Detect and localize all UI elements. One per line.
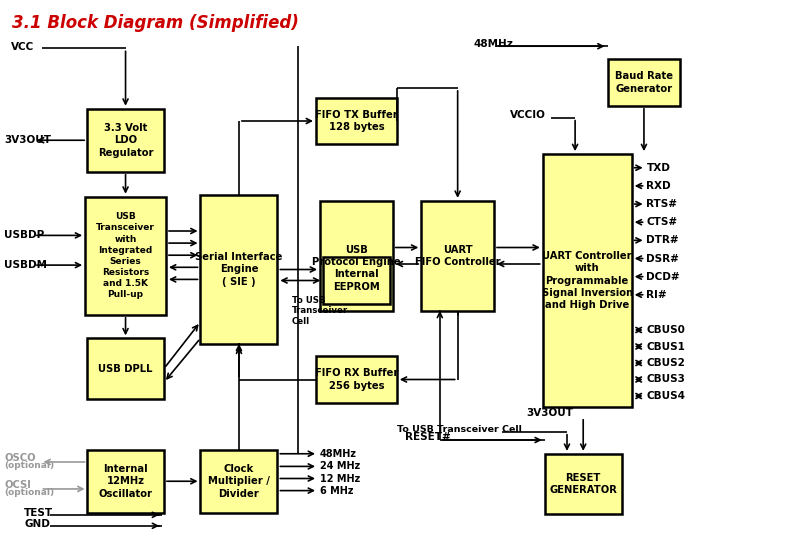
Text: CBUS1: CBUS1 [646,342,685,351]
FancyBboxPatch shape [201,195,277,344]
Text: DTR#: DTR# [646,235,679,245]
Text: CBUS2: CBUS2 [646,358,685,368]
Text: OSCO: OSCO [4,453,36,463]
Text: 48MHz: 48MHz [319,449,356,459]
Text: FIFO TX Buffer
128 bytes: FIFO TX Buffer 128 bytes [315,110,398,132]
FancyBboxPatch shape [421,201,494,311]
Text: UART Controller
with
Programmable
Signal Inversion
and High Drive: UART Controller with Programmable Signal… [542,251,633,310]
Text: 3V3OUT: 3V3OUT [4,135,51,145]
FancyBboxPatch shape [87,109,164,172]
Text: USB
Transceiver
with
Integrated
Series
Resistors
and 1.5K
Pull-up: USB Transceiver with Integrated Series R… [96,212,155,299]
Text: RESET#: RESET# [405,432,450,442]
Text: 3V3OUT: 3V3OUT [526,408,573,417]
Text: RI#: RI# [646,290,667,300]
Text: GND: GND [24,519,50,529]
Text: VCCIO: VCCIO [510,111,546,120]
Text: CBUS0: CBUS0 [646,325,685,335]
Text: RXD: RXD [646,181,671,191]
Text: Baud Rate
Generator: Baud Rate Generator [615,72,673,94]
Text: 48MHz: 48MHz [474,39,514,49]
FancyBboxPatch shape [316,356,397,403]
Text: USB DPLL: USB DPLL [98,364,153,373]
Text: 3.3 Volt
LDO
Regulator: 3.3 Volt LDO Regulator [98,123,153,158]
Text: VCC: VCC [11,42,34,52]
FancyBboxPatch shape [85,196,166,315]
Text: USB
Protocol Engine: USB Protocol Engine [312,245,401,267]
FancyBboxPatch shape [201,450,277,513]
Text: USBDM: USBDM [4,260,47,270]
Text: CTS#: CTS# [646,217,677,227]
Text: Internal
12MHz
Oscillator: Internal 12MHz Oscillator [99,464,152,499]
Text: 12 MHz: 12 MHz [319,474,360,483]
Text: To USB
Transceiver
Cell: To USB Transceiver Cell [292,296,347,326]
FancyBboxPatch shape [543,154,632,407]
Text: RESET
GENERATOR: RESET GENERATOR [549,473,617,495]
Text: To USB Transceiver Cell: To USB Transceiver Cell [397,425,522,433]
Text: DCD#: DCD# [646,272,680,282]
FancyBboxPatch shape [323,257,390,304]
Text: 24 MHz: 24 MHz [319,461,360,471]
Text: (optional): (optional) [4,488,54,497]
FancyBboxPatch shape [316,98,397,144]
Text: 6 MHz: 6 MHz [319,486,353,496]
Text: OCSI: OCSI [4,480,31,490]
FancyBboxPatch shape [87,338,164,399]
Text: TEST: TEST [24,508,53,518]
Text: 3.1 Block Diagram (Simplified): 3.1 Block Diagram (Simplified) [12,14,299,32]
FancyBboxPatch shape [608,59,680,106]
Text: CBUS4: CBUS4 [646,391,685,401]
Text: UART
FIFO Controller: UART FIFO Controller [415,245,501,267]
Text: CBUS3: CBUS3 [646,375,685,384]
Text: Clock
Multiplier /
Divider: Clock Multiplier / Divider [208,464,270,499]
FancyBboxPatch shape [87,450,164,513]
Text: Serial Interface
Engine
( SIE ): Serial Interface Engine ( SIE ) [195,252,283,287]
Text: FIFO RX Buffer
256 bytes: FIFO RX Buffer 256 bytes [315,368,398,390]
FancyBboxPatch shape [320,201,393,311]
Text: Internal
EEPROM: Internal EEPROM [333,270,380,292]
Text: TXD: TXD [646,163,670,173]
Text: (optional): (optional) [4,461,54,470]
Text: USBDP: USBDP [4,230,45,240]
FancyBboxPatch shape [544,454,622,514]
Text: RTS#: RTS# [646,199,677,209]
Text: DSR#: DSR# [646,254,680,263]
